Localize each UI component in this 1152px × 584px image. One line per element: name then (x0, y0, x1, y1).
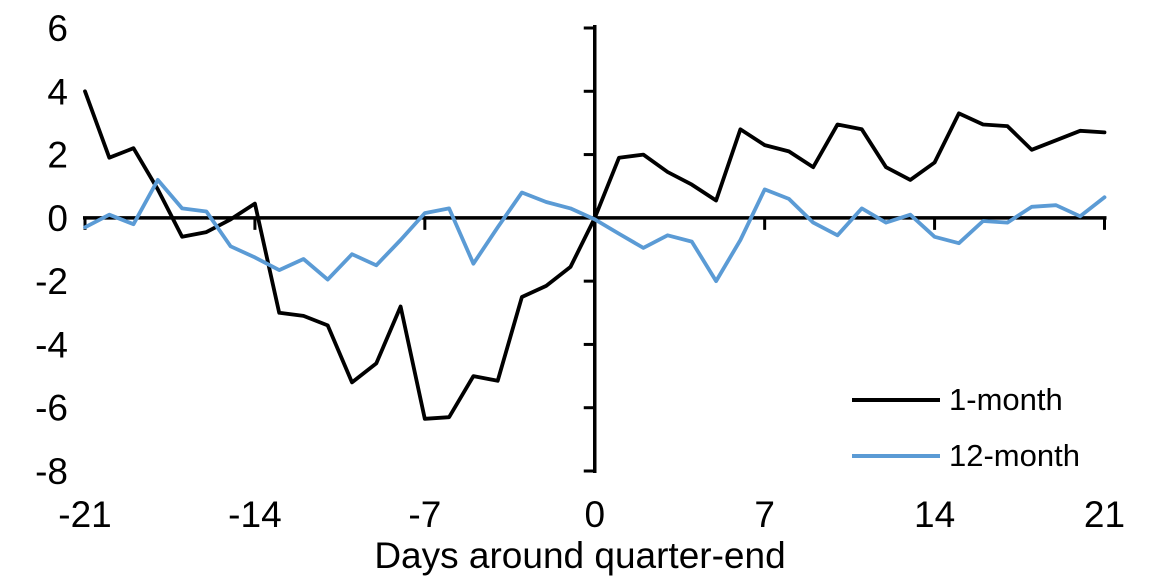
x-tick-label: -7 (408, 494, 441, 535)
legend-item-12-month: 12-month (852, 436, 1080, 476)
x-tick-label: -14 (228, 494, 281, 535)
legend-line-12-month (852, 454, 940, 458)
y-tick-label: 4 (47, 71, 68, 112)
legend-label-12-month: 12-month (949, 438, 1080, 473)
x-tick-label: 14 (914, 494, 955, 535)
x-tick-label: 0 (584, 494, 605, 535)
x-axis-title: Days around quarter-end (374, 535, 786, 576)
legend-label-1-month: 1-month (949, 382, 1063, 417)
x-tick-label: -21 (58, 494, 111, 535)
series-line-12-month (83, 177, 1107, 284)
y-tick-label: 2 (47, 135, 68, 176)
legend-line-1-month (852, 398, 940, 402)
y-tick-label: -2 (35, 261, 68, 302)
x-tick-label: 7 (754, 494, 775, 535)
y-tick-label: 6 (47, 8, 68, 49)
y-tick-label: -8 (35, 451, 68, 492)
y-tick-label: -6 (35, 388, 68, 429)
x-tick-label: 21 (1084, 494, 1125, 535)
y-tick-label: -4 (35, 324, 68, 365)
y-tick-label: 0 (47, 198, 68, 239)
legend-item-1-month: 1-month (852, 380, 1063, 420)
